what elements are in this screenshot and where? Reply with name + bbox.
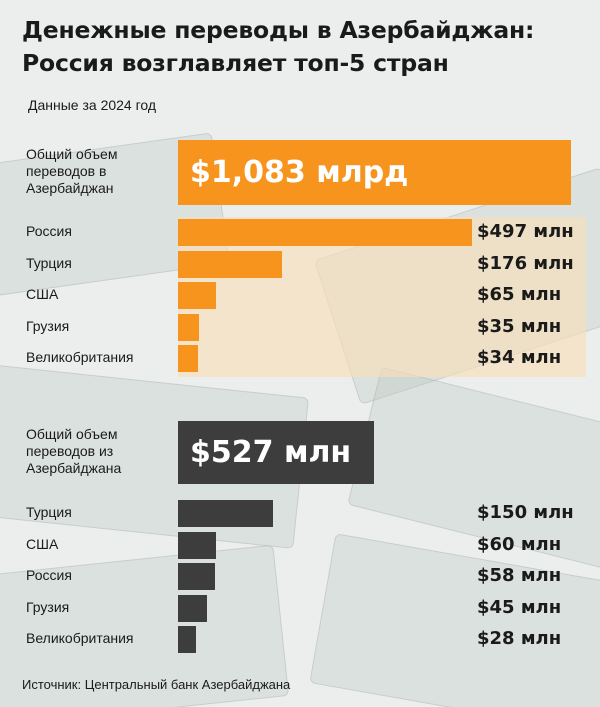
outbound-category-label: США xyxy=(26,535,59,552)
inbound-total-box: $1,083 млрд xyxy=(178,140,571,205)
inbound-category-label: Россия xyxy=(26,223,72,239)
source-note: Источник: Центральный банк Азербайджана xyxy=(22,677,291,692)
inbound-bar xyxy=(178,313,199,341)
inbound-category-label: Турция xyxy=(26,254,72,271)
inbound-value-label: $34 млн xyxy=(477,347,562,368)
outbound-value-label: $150 млн xyxy=(477,502,574,523)
inbound-total-label: Общий объем переводов в Азербайджан xyxy=(26,146,118,196)
outbound-category-label: Россия xyxy=(26,567,72,583)
outbound-bar xyxy=(178,594,207,622)
inbound-bar xyxy=(178,250,282,278)
outbound-total-label: Общий объем переводов из Азербайджана xyxy=(26,426,122,476)
outbound-total-value: $527 млн xyxy=(190,435,352,470)
outbound-bar xyxy=(178,531,216,559)
outbound-value-label: $58 млн xyxy=(477,565,562,586)
inbound-category-label: Грузия xyxy=(26,317,70,334)
inbound-total-value: $1,083 млрд xyxy=(190,155,409,190)
chart-subtitle: Данные за 2024 год xyxy=(28,97,157,113)
outbound-bar xyxy=(178,563,215,590)
outbound-value-label: $28 млн xyxy=(477,628,562,649)
chart-title: Денежные переводы в Азербайджан: Россия … xyxy=(22,14,582,80)
inbound-value-label: $497 млн xyxy=(477,221,574,242)
inbound-category-label: США xyxy=(26,286,59,302)
inbound-value-label: $35 млн xyxy=(477,315,562,337)
inbound-value-label: $65 млн xyxy=(477,284,562,305)
inbound-category-label: Великобритания xyxy=(26,349,134,365)
inbound-bar xyxy=(178,345,198,372)
outbound-category-label: Турция xyxy=(26,504,72,520)
outbound-bar xyxy=(178,626,196,653)
chart-title-line2: Россия возглавляет топ-5 стран xyxy=(22,49,449,77)
inbound-value-label: $176 млн xyxy=(477,252,574,274)
outbound-category-label: Грузия xyxy=(26,598,70,615)
outbound-value-label: $60 млн xyxy=(477,533,562,555)
chart-title-line1: Денежные переводы в Азербайджан: xyxy=(22,16,535,44)
outbound-bar xyxy=(178,500,273,527)
inbound-bar xyxy=(178,219,472,246)
outbound-category-label: Великобритания xyxy=(26,630,134,646)
outbound-value-label: $45 млн xyxy=(477,596,562,618)
outbound-total-box: $527 млн xyxy=(178,421,374,484)
inbound-bar xyxy=(178,282,216,309)
